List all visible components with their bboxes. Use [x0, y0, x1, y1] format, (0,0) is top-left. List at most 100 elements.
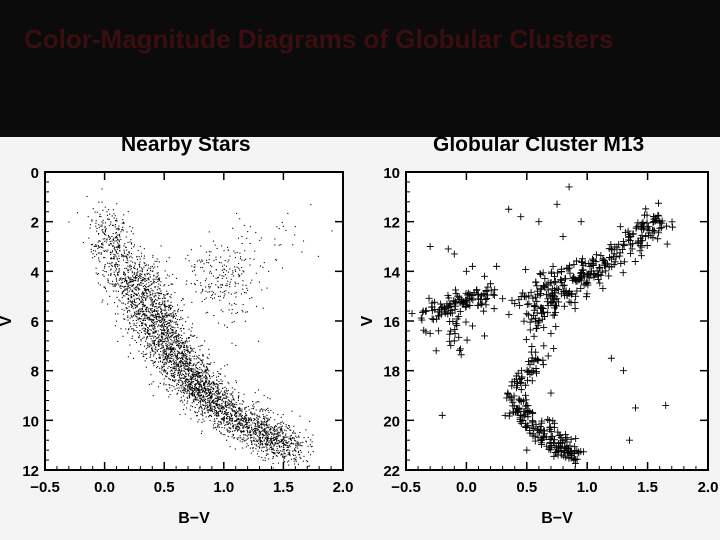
data-point [668, 218, 676, 226]
data-point [157, 348, 159, 351]
data-point [157, 330, 159, 332]
data-point [206, 383, 209, 385]
data-point [154, 348, 156, 350]
data-point [147, 318, 149, 320]
data-point [102, 244, 104, 246]
data-point [260, 433, 262, 435]
data-point [143, 306, 145, 308]
data-point [170, 346, 172, 348]
data-point [137, 279, 139, 281]
data-point [149, 345, 151, 347]
data-point [193, 392, 195, 394]
data-point [246, 438, 248, 440]
data-point [159, 338, 161, 340]
data-point [190, 383, 192, 385]
data-point [159, 319, 161, 321]
data-point [223, 418, 225, 420]
data-point [133, 287, 135, 289]
data-point [295, 456, 297, 458]
data-point [187, 390, 189, 392]
data-point [161, 335, 163, 337]
data-point [89, 227, 91, 229]
data-point [223, 422, 225, 424]
data-point [215, 258, 217, 261]
data-point [147, 345, 149, 347]
data-point [151, 289, 153, 291]
data-point [139, 325, 141, 327]
data-point [152, 320, 154, 322]
data-point [178, 319, 181, 321]
data-point [264, 410, 267, 412]
data-point [643, 211, 651, 219]
data-point [157, 286, 159, 288]
data-point [99, 284, 101, 286]
data-point [133, 280, 135, 282]
data-point [158, 361, 160, 363]
data-point [263, 425, 265, 427]
data-point [101, 188, 103, 190]
data-point [138, 295, 140, 297]
data-point [273, 439, 275, 441]
data-point [547, 269, 555, 277]
data-point [184, 342, 186, 344]
data-point [158, 341, 160, 343]
data-point [230, 414, 232, 416]
data-point [165, 353, 167, 355]
data-point [179, 352, 181, 354]
data-point [146, 272, 148, 274]
data-point [544, 352, 552, 360]
data-point [153, 361, 155, 363]
data-point [205, 366, 208, 368]
data-point [254, 419, 256, 421]
data-point [444, 291, 452, 299]
data-point [203, 382, 205, 384]
data-point [178, 369, 180, 371]
data-point [209, 377, 211, 379]
data-point [302, 460, 304, 462]
data-point [154, 308, 156, 311]
data-point [261, 408, 263, 410]
data-point [216, 405, 218, 407]
data-point [90, 251, 92, 253]
data-point [220, 286, 222, 288]
data-point [168, 325, 170, 327]
data-point [298, 436, 300, 438]
data-point [259, 440, 262, 442]
data-point [234, 292, 236, 294]
data-point [172, 317, 174, 319]
data-point [226, 401, 228, 403]
data-point [133, 293, 136, 295]
data-point [230, 400, 232, 402]
data-point [274, 426, 276, 428]
data-point [268, 437, 270, 440]
data-point [171, 364, 173, 366]
data-point [221, 269, 223, 271]
data-point [231, 321, 233, 323]
data-point [131, 301, 133, 303]
data-point [254, 432, 256, 434]
data-point [282, 449, 284, 451]
data-point [99, 246, 101, 248]
data-point [287, 446, 289, 449]
data-point [284, 439, 286, 441]
data-point [185, 283, 187, 285]
data-point [134, 288, 136, 290]
data-point [172, 305, 174, 308]
data-point [254, 430, 256, 432]
data-point [214, 293, 216, 295]
data-point [143, 296, 145, 299]
data-point [135, 274, 137, 276]
data-point [144, 330, 146, 332]
data-point [163, 341, 165, 343]
data-point [235, 420, 237, 422]
data-point [156, 292, 158, 294]
data-point [141, 269, 143, 271]
data-point [137, 310, 139, 312]
data-point [199, 403, 202, 405]
data-point [150, 320, 153, 322]
data-point [127, 298, 129, 300]
data-point [221, 418, 223, 420]
data-point [194, 395, 196, 397]
data-point [154, 339, 157, 341]
data-point [221, 265, 224, 267]
